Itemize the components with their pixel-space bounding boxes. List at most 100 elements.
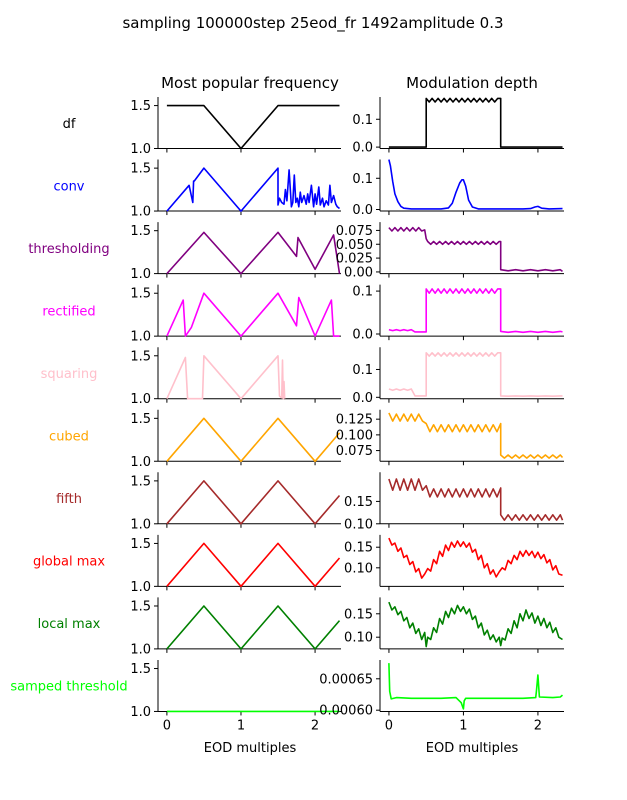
left-x-axis-label: EOD multiples [204,741,297,756]
series-line [166,292,340,337]
y-tick-label: 0.0 [352,391,373,406]
row-label: squaring [41,367,98,382]
y-tick-label: 0.00065 [319,672,373,687]
row-fifth: fifth 1.0 1.5 0.10 0.15 [56,472,564,532]
row-label: df [63,117,76,132]
left-panel: 1.0 1.5 [130,284,341,345]
series-line [166,167,340,212]
y-tick-label: 0.10 [344,561,373,576]
x-tick-label: 2 [534,718,542,733]
y-tick-label: 0.1 [352,363,373,378]
y-tick-label: 1.5 [130,162,151,177]
series-line [388,412,564,459]
y-tick-label: 1.5 [130,99,151,114]
y-tick-label: 0.10 [344,631,373,646]
y-tick-label: 0.0 [352,203,373,218]
y-tick-label: 1.5 [130,662,151,677]
left-panel: 1.0 1.5 [130,534,341,595]
left-panel: 1.0 1.5 [130,597,341,657]
y-tick-label: 0.100 [336,428,373,443]
row-label: cubed [49,430,89,445]
y-tick-label: 0.15 [344,541,373,556]
series-line [166,354,286,400]
row-squaring: squaring 1.0 1.5 0.0 0.1 [41,347,564,407]
right-column-title: Modulation depth [406,74,538,92]
series-line [166,480,341,525]
y-tick-label: 1.5 [130,537,151,552]
left-panel: 1.0 1.5 [130,222,341,282]
left-panel: 1.0 1.5 [130,97,341,157]
y-tick-label: 1.0 [130,517,151,532]
y-tick-label: 0.00 [344,265,373,280]
y-tick-label: 0.15 [344,495,373,510]
row-local-max: local max 1.0 1.5 0.10 0.15 [38,597,564,657]
series-line [166,542,341,588]
right-panel: 0.10 0.15 [344,472,564,532]
row-label: global max [33,555,105,570]
left-panel: 1.0 1.5 [130,409,341,470]
y-tick-label: 1.0 [130,392,151,407]
row-conv: conv 1.0 1.5 0.0 0.1 [53,159,564,220]
right-panel: 0.0 0.1 [352,347,564,406]
left-panel: 1.0 1.5 [130,347,341,407]
y-tick-label: 0.075 [336,224,373,239]
right-panel: 0.0 0.1 [352,97,564,156]
right-panel: 0.0 0.1 [352,285,564,343]
y-tick-label: 1.0 [130,580,151,595]
row-label: fifth [56,492,82,507]
y-tick-label: 0.1 [352,113,373,128]
right-panel: 0.00060 0.00065 0 1 2 [319,659,564,733]
series-line [388,663,564,710]
right-x-axis-label: EOD multiples [426,741,519,756]
y-tick-label: 0.00060 [319,704,373,719]
right-panel: 0.10 0.15 [344,534,564,591]
y-tick-label: 0.1 [352,285,373,300]
series-line [166,605,341,650]
row-label: local max [38,617,101,632]
series-line [388,97,563,148]
right-panel: 0.0 0.1 [352,159,564,218]
series-line [388,159,563,210]
y-tick-label: 1.0 [130,205,151,220]
figure-title: sampling 100000step 25eod_fr 1492amplitu… [122,14,503,33]
series-line [166,104,340,150]
y-tick-label: 1.5 [130,412,151,427]
row-label: samped threshold [10,680,127,695]
row-label: thresholding [28,242,109,257]
y-tick-label: 1.5 [130,599,151,614]
y-tick-label: 1.0 [130,142,151,157]
left-panel: 1.0 1.5 [130,472,341,532]
x-tick-label: 1 [237,718,245,733]
panels: df 1.0 1.5 0.0 0.1 conv 1.0 1.5 0.0 0.1 thresholdi… [10,97,564,733]
y-tick-label: 0.125 [336,413,373,428]
series-line [388,478,564,522]
left-panel: 1.0 1.5 0 1 2 [130,659,341,733]
y-tick-label: 1.0 [130,642,151,657]
x-tick-label: 0 [163,718,171,733]
x-tick-label: 1 [459,718,467,733]
left-panel: 1.0 1.5 [130,159,341,220]
series-line [166,231,341,275]
y-tick-label: 1.0 [130,330,151,345]
row-label: conv [53,179,84,194]
left-column-title: Most popular frequency [161,74,339,92]
row-label: rectified [42,304,95,319]
y-tick-label: 1.5 [130,349,151,364]
y-tick-label: 0.1 [352,172,373,187]
row-df: df 1.0 1.5 0.0 0.1 [63,97,564,157]
y-tick-label: 0.0 [352,328,373,343]
series-line [388,351,563,398]
right-panel: 0.10 0.15 [344,597,564,653]
y-tick-label: 0.025 [336,252,373,267]
y-tick-label: 1.0 [130,267,151,282]
y-tick-label: 0.0 [352,141,373,156]
y-tick-label: 1.0 [130,705,151,720]
y-tick-label: 1.0 [130,455,151,470]
x-tick-label: 0 [385,718,393,733]
